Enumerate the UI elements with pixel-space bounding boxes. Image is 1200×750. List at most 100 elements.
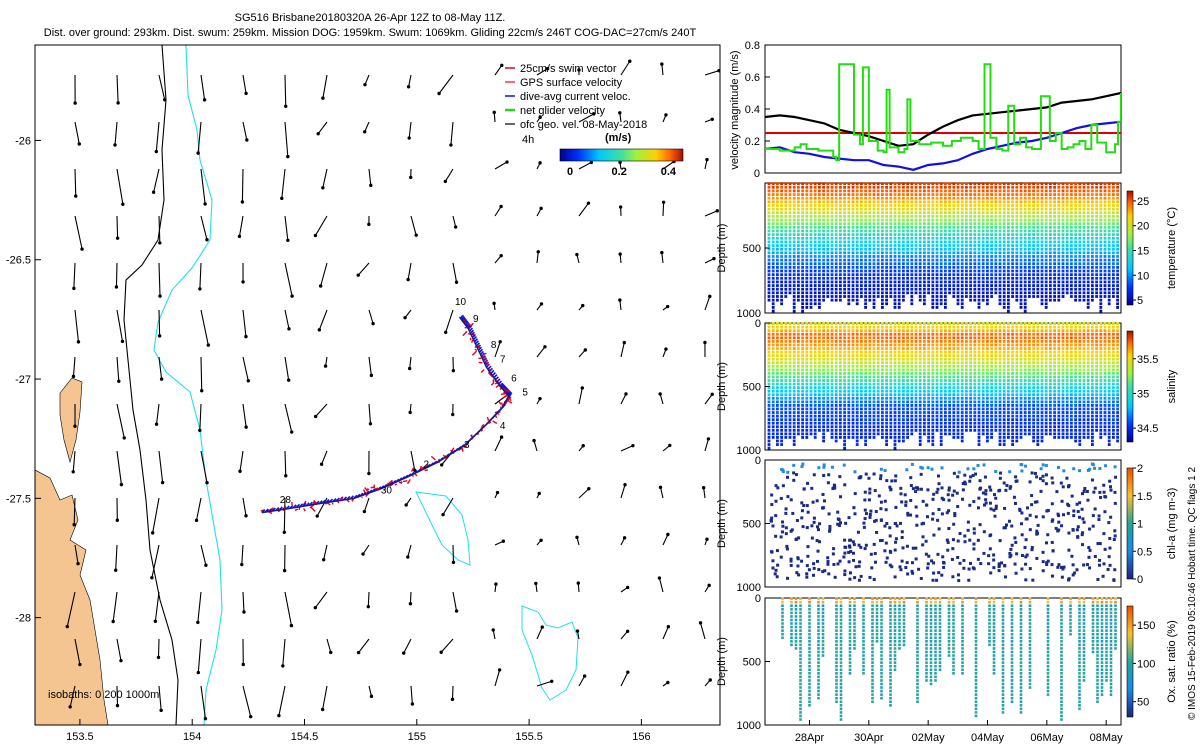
current-arrow-head: [539, 538, 543, 543]
section-dot: [1107, 236, 1111, 240]
velocity-ytick-label: 0.4: [745, 104, 760, 116]
section-dot: [910, 225, 914, 229]
section-dot: [969, 185, 972, 189]
section-dot: [771, 189, 775, 193]
section-dot: [860, 276, 863, 280]
section-dot: [1065, 287, 1069, 291]
section-dot: [1074, 240, 1077, 244]
section-dot: [881, 379, 884, 382]
section-dot: [792, 265, 796, 269]
section-dot: [927, 425, 930, 429]
section-dot: [893, 189, 897, 193]
section-dot: [784, 404, 788, 407]
section-dot: [969, 258, 972, 262]
section-dot: [1019, 244, 1023, 247]
section-dot: [931, 372, 935, 375]
section-dot: [860, 329, 863, 333]
section-dot: [868, 396, 872, 400]
section-dot: [792, 193, 796, 196]
swim-vector: [494, 415, 498, 419]
section-dot: [864, 200, 867, 204]
section-dot: [1061, 222, 1065, 226]
section-dot: [960, 193, 964, 196]
section-dot: [1086, 284, 1090, 287]
section-dot: [889, 185, 893, 189]
section-dot: [1065, 240, 1069, 244]
current-arrow: [362, 544, 370, 555]
current-arrow-head: [245, 138, 249, 142]
section-dot: [864, 443, 867, 446]
current-arrow: [284, 356, 290, 381]
section-dot: [1019, 215, 1023, 218]
current-arrow-head: [284, 104, 288, 108]
current-arrow-head: [404, 503, 408, 507]
section-dot: [788, 421, 792, 425]
current-arrow: [151, 544, 160, 578]
section-dot: [956, 262, 960, 266]
section-dot: [1028, 258, 1031, 262]
section-dot: [860, 386, 863, 390]
section-dot: [889, 247, 893, 251]
section-dot: [893, 428, 897, 432]
section-dot: [830, 284, 834, 287]
section-dot: [834, 393, 838, 397]
section-dot: [780, 425, 783, 429]
temperature-section-colorbar: [1126, 190, 1134, 306]
section-dot: [918, 322, 922, 326]
current-arrow-head: [437, 91, 441, 96]
section-dot: [889, 382, 893, 386]
section-dot: [969, 265, 972, 269]
section-dot: [780, 432, 783, 436]
section-dot: [906, 262, 909, 266]
section-dot: [906, 211, 909, 215]
section-dot: [923, 428, 926, 432]
section-dot: [1032, 244, 1035, 247]
section-dot: [826, 393, 830, 397]
current-arrow: [284, 121, 289, 157]
section-dot: [822, 211, 825, 215]
section-dot: [851, 196, 855, 200]
section-dot: [1103, 258, 1107, 262]
section-dot: [805, 218, 809, 222]
section-dot: [809, 189, 813, 193]
section-dot: [885, 284, 888, 287]
section-dot: [834, 389, 838, 393]
section-dot: [834, 439, 838, 443]
section-dot: [935, 386, 939, 390]
section-dot: [1095, 284, 1098, 287]
section-dot: [809, 247, 813, 251]
current-arrow: [326, 638, 332, 653]
section-dot: [927, 262, 930, 266]
section-dot: [792, 309, 796, 313]
temperature-section-colorbar-label: 10: [1137, 270, 1149, 282]
section-dot: [864, 189, 867, 193]
section-dot: [1078, 255, 1082, 258]
section-dot: [855, 236, 859, 240]
section-dot: [1065, 273, 1069, 277]
section-dot: [893, 407, 897, 411]
section-dot: [864, 322, 867, 326]
section-dot: [839, 411, 842, 414]
section-dot: [994, 207, 998, 211]
section-dot: [1116, 273, 1119, 277]
section-dot: [784, 428, 788, 432]
section-dot: [960, 200, 964, 204]
section-dot: [1057, 200, 1061, 204]
section-dot: [797, 193, 800, 196]
section-dot: [889, 244, 893, 247]
section-dot: [771, 357, 775, 361]
section-dot: [797, 255, 800, 258]
section-dot: [1036, 196, 1040, 200]
section-dot: [893, 222, 897, 226]
section-dot: [906, 332, 909, 336]
section-dot: [1044, 185, 1048, 189]
section-dot: [1061, 295, 1065, 298]
section-dot: [998, 273, 1002, 277]
section-dot: [1044, 273, 1048, 277]
section-dot: [830, 265, 834, 269]
section-dot: [784, 276, 788, 280]
section-dot: [834, 189, 838, 193]
section-dot: [1112, 182, 1115, 186]
section-dot: [860, 215, 863, 218]
section-dot: [847, 347, 851, 350]
